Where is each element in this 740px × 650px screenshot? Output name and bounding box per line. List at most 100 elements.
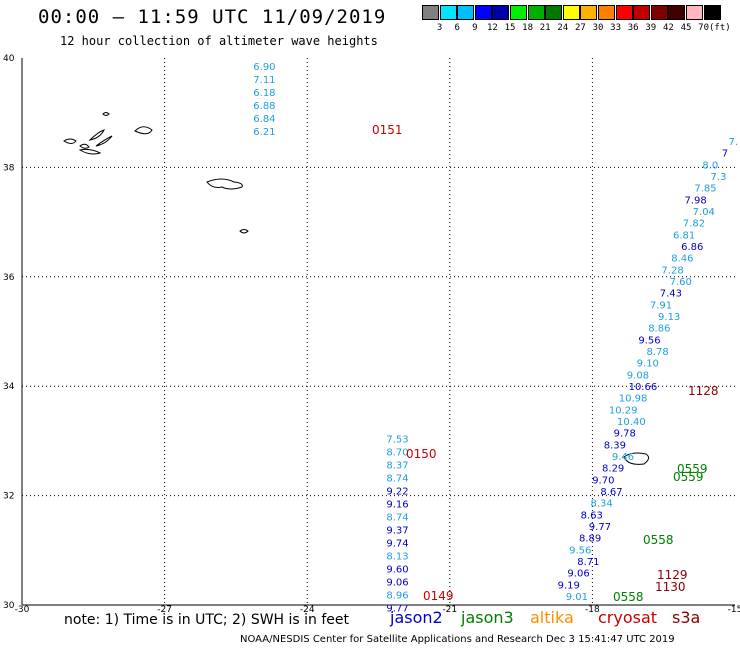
colorbar-label: 24 — [557, 23, 569, 33]
pass-time-label: 0559 — [677, 462, 708, 476]
wave-height-value: 9.37 — [386, 526, 408, 537]
longitude-label: -18 — [585, 605, 600, 615]
wave-height-value: 9.22 — [386, 487, 408, 498]
wave-height-value: 7.60 — [670, 277, 692, 288]
colorbar-swatch — [474, 5, 492, 20]
colorbar-swatch — [703, 5, 721, 20]
colorbar-swatch — [527, 5, 545, 20]
wave-height-value: 10.40 — [617, 417, 646, 428]
wave-height-value: 8.63 — [581, 510, 603, 521]
wave-height-value: 8.74 — [386, 513, 408, 524]
wave-height-value: 7 — [722, 149, 728, 160]
map-subtitle: 12 hour collection of altimeter wave hei… — [60, 34, 378, 48]
wave-height-value: 6.84 — [253, 114, 275, 125]
latitude-label: 38 — [3, 163, 15, 173]
wave-height-value: 9.74 — [386, 539, 408, 550]
wave-height-value: 8.39 — [604, 440, 626, 451]
wave-height-value: 7.53 — [386, 435, 408, 446]
wave-height-value: 7.3 — [711, 172, 727, 183]
wave-height-value: 7. — [728, 137, 738, 148]
wave-height-value: 8.89 — [579, 534, 601, 545]
wave-height-value: 9.01 — [566, 592, 588, 603]
legend-jason3: jason3 — [461, 608, 514, 627]
wave-height-value: 7.85 — [694, 184, 716, 195]
colorbar-label: 15 — [504, 23, 516, 33]
latitude-label: 32 — [3, 492, 14, 502]
wave-height-value: 8.70 — [386, 448, 408, 459]
wave-height-value: 7.43 — [660, 289, 682, 300]
wave-height-value: 6.88 — [253, 101, 275, 112]
graticule — [22, 58, 735, 605]
wave-height-value: 8.78 — [647, 347, 669, 358]
colorbar-swatch — [650, 5, 668, 20]
longitude-label: -24 — [300, 605, 315, 615]
wave-height-value: 9.70 — [592, 475, 614, 486]
longitude-label: -27 — [157, 605, 172, 615]
colorbar-swatch — [668, 5, 686, 20]
longitude-label: -30 — [15, 605, 30, 615]
wave-height-value: 7.04 — [693, 207, 715, 218]
pass-time-label: 0558 — [643, 533, 674, 547]
wave-height-value: 9.77 — [589, 522, 611, 533]
wave-height-value: 9.06 — [386, 578, 408, 589]
units-note: note: 1) Time is in UTC; 2) SWH is in fe… — [64, 612, 350, 628]
colorbar-label: 45 — [680, 23, 692, 33]
longitude-label: -21 — [442, 605, 457, 615]
colorbar-swatch — [615, 5, 633, 20]
wave-height-value: 9.16 — [386, 500, 408, 511]
wave-height-value: 9.08 — [627, 370, 649, 381]
wave-height-value: 6.90 — [253, 62, 275, 73]
pass-time-label: 0151 — [372, 123, 403, 137]
colorbar-label: 21 — [539, 23, 551, 33]
legend-cryosat: cryosat — [598, 608, 658, 627]
wave-height-value: 8.67 — [600, 487, 622, 498]
wave-height-observations: 6.90 7.11 6.18 6.88 6.84 6.21 7.53 8.70 8.37 8.74… — [253, 62, 738, 615]
wave-height-value: 9.10 — [637, 359, 659, 370]
wave-height-value: 9.19 — [558, 580, 580, 591]
wave-height-value: 9.56 — [638, 335, 660, 346]
wave-height-value: 8.37 — [386, 461, 408, 472]
wave-height-value: 6.18 — [253, 88, 275, 99]
wave-height-value: 9.46 — [612, 452, 634, 463]
colorbar-swatch — [492, 5, 510, 20]
colorbar-label: 6 — [454, 23, 460, 33]
pass-time-label: 1129 — [657, 568, 688, 582]
colorbar-label: 36 — [627, 23, 639, 33]
wave-height-value: 9.78 — [614, 429, 636, 440]
pass-time-label: 1128 — [688, 384, 719, 398]
wave-height-value: 10.98 — [619, 394, 648, 405]
colorbar-label: 18 — [522, 23, 534, 33]
colorbar-label: 9 — [472, 23, 478, 33]
wave-height-value: 7.28 — [661, 265, 683, 276]
wave-height-value: 6.21 — [253, 127, 275, 138]
wave-height-value: 7.91 — [650, 300, 672, 311]
credit-line: NOAA/NESDIS Center for Satellite Applica… — [240, 634, 675, 645]
axis-tick-labels: 40 38 36 34 32 30 -30 -27 -24 -21 -18 -15 — [3, 54, 740, 615]
colorbar-label: 39 — [645, 23, 657, 33]
wave-height-value: 8.29 — [602, 464, 624, 475]
latitude-label: 34 — [3, 382, 15, 392]
colorbar-swatch — [686, 5, 703, 20]
colorbar-swatch — [562, 5, 580, 20]
legend-s3a: s3a — [672, 608, 701, 627]
pass-time-label: 0149 — [423, 589, 454, 603]
colorbar-label: 12 — [486, 23, 498, 33]
latitude-label: 30 — [3, 601, 15, 611]
colorbar-unit: (ft) — [709, 23, 731, 33]
legend-altika: altika — [530, 608, 574, 627]
colorbar-swatch — [422, 5, 439, 20]
colorbar-swatch — [598, 5, 615, 20]
wave-height-value: 8.71 — [577, 557, 599, 568]
wave-height-value: 7.11 — [253, 75, 275, 86]
wave-height-value: 6.86 — [681, 242, 703, 253]
wave-height-value: 6.81 — [673, 230, 695, 241]
colorbar-swatch — [510, 5, 527, 20]
wave-height-value: 8.34 — [591, 499, 613, 510]
wave-height-value: 10.66 — [629, 382, 658, 393]
wave-height-value: 8.74 — [386, 474, 408, 485]
longitude-label: -15 — [728, 605, 740, 615]
coastline-islands — [63, 112, 650, 465]
colorbar-label: 70 — [698, 23, 710, 33]
pass-time-label: 1130 — [655, 580, 686, 594]
